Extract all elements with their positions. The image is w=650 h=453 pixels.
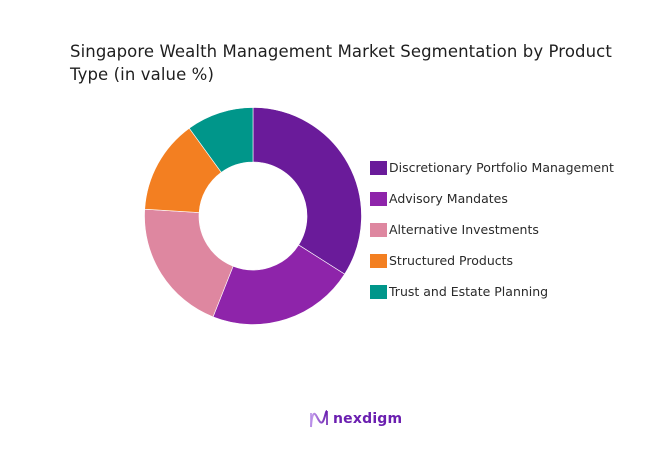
chart-title: Singapore Wealth Management Market Segme…: [70, 42, 612, 84]
legend-swatch: [370, 284, 387, 299]
chart-legend: Discretionary Portfolio Management Advis…: [370, 152, 614, 307]
legend-label: Structured Products: [389, 253, 514, 268]
legend-item-alternative-investments: Alternative Investments: [370, 214, 614, 245]
legend-item-trust-and-estate-planning: Trust and Estate Planning: [370, 276, 614, 307]
legend-item-advisory-mandates: Advisory Mandates: [370, 183, 614, 214]
donut-slice-discretionary-portfolio-management: [252, 107, 362, 275]
brand-name: nexdigm: [333, 411, 403, 427]
legend-swatch: [370, 160, 387, 175]
legend-label: Discretionary Portfolio Management: [389, 160, 614, 175]
legend-item-structured-products: Structured Products: [370, 245, 614, 276]
legend-swatch: [370, 191, 387, 206]
legend-swatch: [370, 222, 387, 237]
legend-item-discretionary-portfolio-management: Discretionary Portfolio Management: [370, 152, 614, 183]
donut-slice-trust-and-estate-planning: [188, 107, 254, 173]
legend-label: Advisory Mandates: [389, 191, 508, 206]
legend-label: Trust and Estate Planning: [389, 284, 549, 299]
nexdigm-logo: nexdigm: [309, 409, 402, 429]
donut-slice-advisory-mandates: [212, 244, 346, 325]
legend-swatch: [370, 253, 387, 268]
donut-slices: [144, 107, 362, 325]
nexdigm-wave-icon: [310, 410, 328, 428]
legend-label: Alternative Investments: [389, 222, 539, 237]
